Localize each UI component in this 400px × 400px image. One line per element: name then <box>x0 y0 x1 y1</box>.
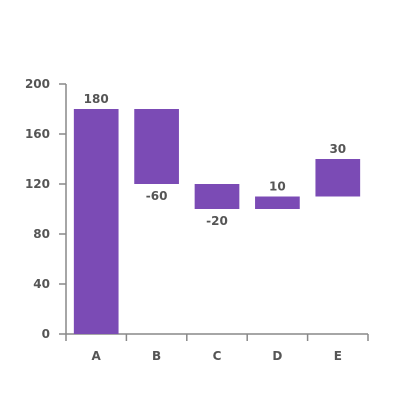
data-label: 10 <box>269 180 286 194</box>
x-axis: A B C D E <box>65 333 369 363</box>
y-tick-label: 200 <box>25 77 50 91</box>
bars <box>73 109 361 334</box>
y-axis: 0 40 80 120 160 200 <box>25 77 67 341</box>
data-label: 30 <box>329 142 346 156</box>
x-tick-label: B <box>152 349 161 363</box>
bar <box>73 109 119 334</box>
y-tick-label: 160 <box>25 127 50 141</box>
bar <box>134 109 179 184</box>
bar <box>315 159 361 197</box>
data-label: -20 <box>206 214 228 228</box>
y-tick-label: 120 <box>25 177 50 191</box>
x-tick-label: D <box>272 349 282 363</box>
y-tick-label: 40 <box>33 277 50 291</box>
y-tick-label: 80 <box>33 227 50 241</box>
x-tick-label: E <box>334 349 342 363</box>
data-labels: 180 -60 -20 10 30 <box>84 92 346 228</box>
y-tick-label: 0 <box>42 327 50 341</box>
x-tick-label: A <box>92 349 102 363</box>
bar <box>255 196 300 209</box>
bar <box>194 184 240 209</box>
data-label: -60 <box>146 189 168 203</box>
data-label: 180 <box>84 92 109 106</box>
x-tick-label: C <box>213 349 222 363</box>
